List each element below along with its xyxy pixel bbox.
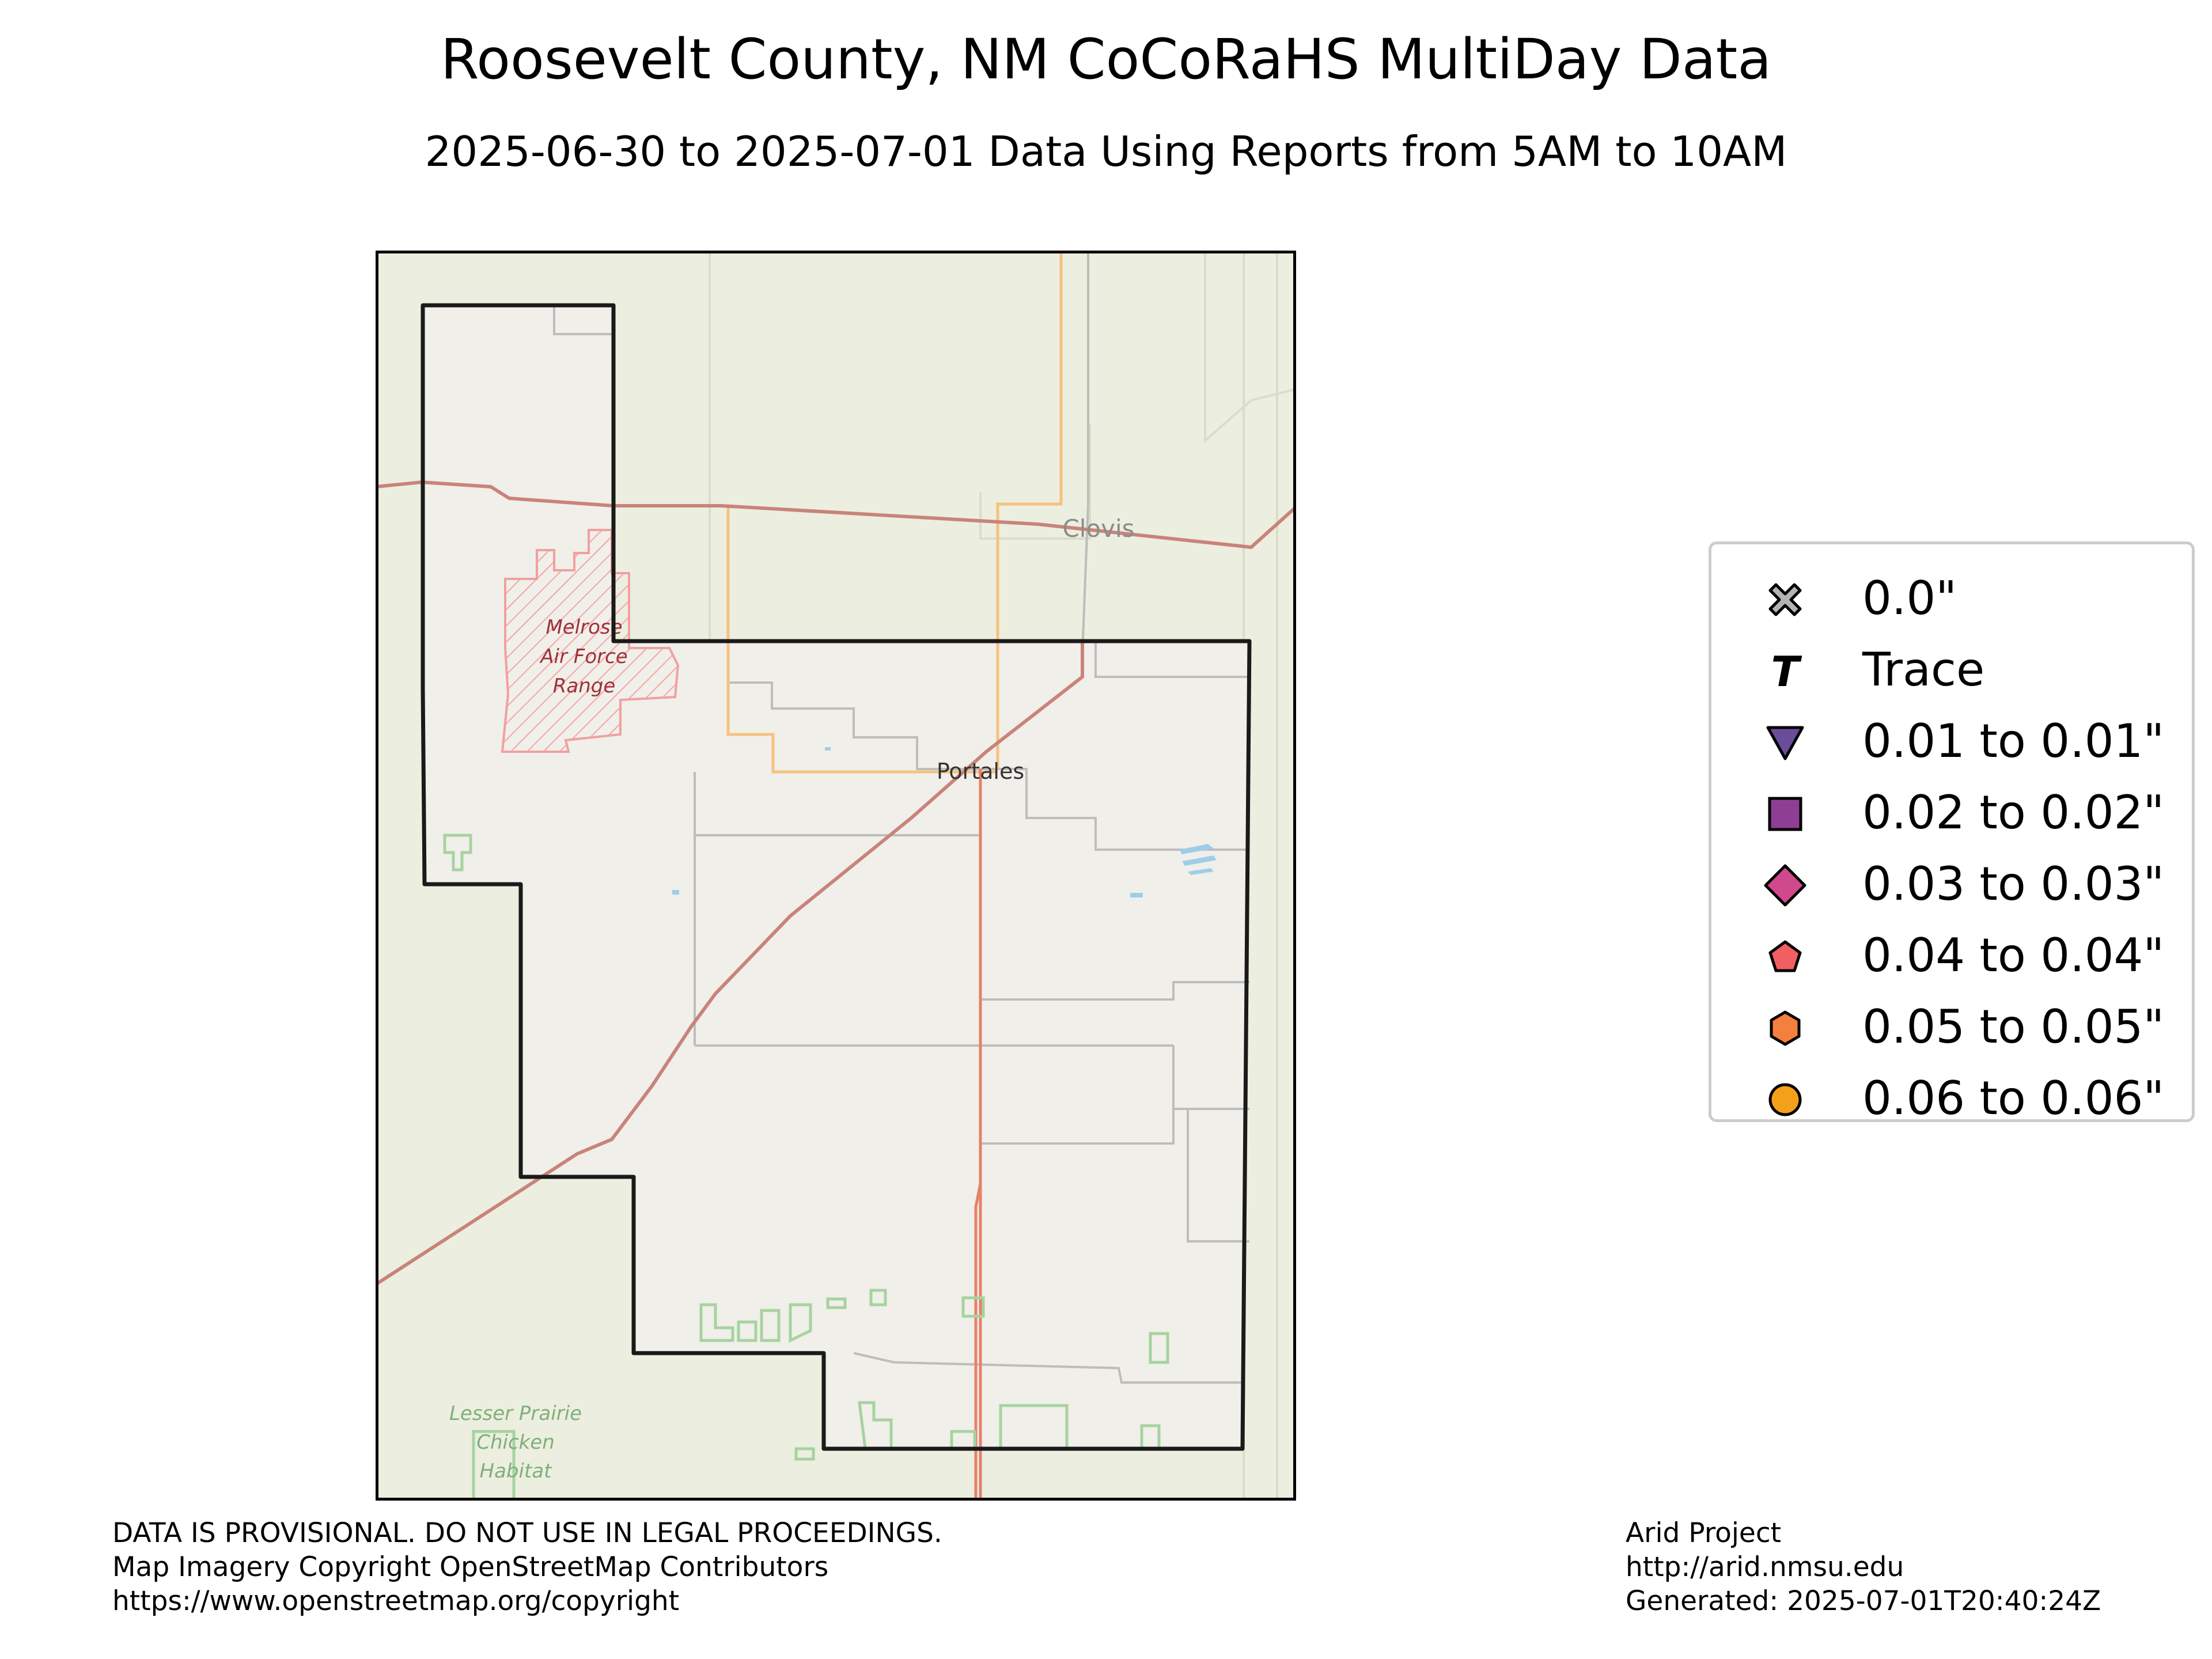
- imagery-copyright-text: Map Imagery Copyright OpenStreetMap Cont…: [112, 1551, 829, 1583]
- footer-disclaimer: DATA IS PROVISIONAL. DO NOT USE IN LEGAL…: [112, 1516, 942, 1618]
- legend-item-zero: 0.0": [1711, 564, 2192, 635]
- prairie-label-line3: Habitat: [480, 1460, 553, 1483]
- minor-roads: [553, 251, 1249, 1384]
- melrose-label-line3: Range: [553, 675, 616, 698]
- legend-item-trace: T Trace: [1711, 635, 2192, 707]
- prairie-habitat-label: Lesser Prairie Chicken Habitat: [449, 1402, 582, 1483]
- copyright-link[interactable]: https://www.openstreetmap.org/copyright: [112, 1585, 680, 1617]
- melrose-label-line1: Melrose: [546, 616, 622, 639]
- trace-t-icon: T: [1771, 648, 1802, 694]
- square-icon: [1768, 797, 1802, 831]
- svg-text:T: T: [1771, 648, 1802, 694]
- legend-label-004: 0.04 to 0.04": [1862, 929, 2165, 982]
- secondary-roads: [726, 251, 1063, 774]
- legend-item-006: 0.06 to 0.06": [1711, 1064, 2192, 1135]
- hexagon-icon: [1770, 1010, 1801, 1046]
- legend-label-002: 0.02 to 0.02": [1862, 786, 2165, 839]
- generated-timestamp: Generated: 2025-07-01T20:40:24Z: [1626, 1585, 2101, 1617]
- basemap: Clovis Portales Melrose Air Force Range …: [376, 251, 1296, 1501]
- legend-item-004: 0.04 to 0.04": [1711, 921, 2192, 993]
- legend-label-003: 0.03 to 0.03": [1862, 857, 2165, 911]
- map-title: Roosevelt County, NM CoCoRaHS MultiDay D…: [440, 27, 1772, 92]
- project-name: Arid Project: [1626, 1517, 1782, 1549]
- portales-label: Portales: [937, 759, 1024, 784]
- county-outline: [421, 303, 1252, 1451]
- prairie-label-line1: Lesser Prairie: [449, 1402, 582, 1425]
- legend-label-001: 0.01 to 0.01": [1862, 714, 2165, 768]
- footer-credits: Arid Project http://arid.nmsu.edu Genera…: [1626, 1516, 2101, 1618]
- legend-item-005: 0.05 to 0.05": [1711, 993, 2192, 1064]
- map-subtitle: 2025-06-30 to 2025-07-01 Data Using Repo…: [425, 127, 1787, 176]
- triangle-down-icon: [1766, 726, 1804, 760]
- legend-label-006: 0.06 to 0.06": [1862, 1071, 2165, 1125]
- legend-label-trace: Trace: [1862, 643, 1985, 696]
- legend: 0.0" T Trace 0.01 to 0.01" 0.02 to 0.02"…: [1709, 541, 2195, 1125]
- legend-label-zero: 0.0": [1862, 571, 1957, 625]
- highway-south-segment: [974, 769, 982, 1501]
- project-link[interactable]: http://arid.nmsu.edu: [1626, 1551, 1904, 1583]
- x-marker-icon: [1768, 583, 1802, 616]
- diamond-icon: [1764, 864, 1806, 907]
- clovis-label: Clovis: [1062, 514, 1134, 543]
- melrose-label-line2: Air Force: [539, 645, 627, 668]
- melrose-range-label: Melrose Air Force Range: [539, 616, 627, 698]
- circle-icon: [1768, 1083, 1802, 1116]
- legend-item-001: 0.01 to 0.01": [1711, 707, 2192, 778]
- map-panel[interactable]: Clovis Portales Melrose Air Force Range …: [376, 251, 1296, 1501]
- pentagon-icon: [1768, 940, 1802, 972]
- disclaimer-text: DATA IS PROVISIONAL. DO NOT USE IN LEGAL…: [112, 1517, 942, 1549]
- legend-item-002: 0.02 to 0.02": [1711, 778, 2192, 850]
- legend-label-005: 0.05 to 0.05": [1862, 1000, 2165, 1054]
- prairie-label-line2: Chicken: [476, 1431, 555, 1454]
- water-bodies: [672, 747, 1217, 897]
- military-range-area: [501, 529, 680, 753]
- map-frame-border: [376, 251, 1296, 1501]
- legend-item-003: 0.03 to 0.03": [1711, 850, 2192, 921]
